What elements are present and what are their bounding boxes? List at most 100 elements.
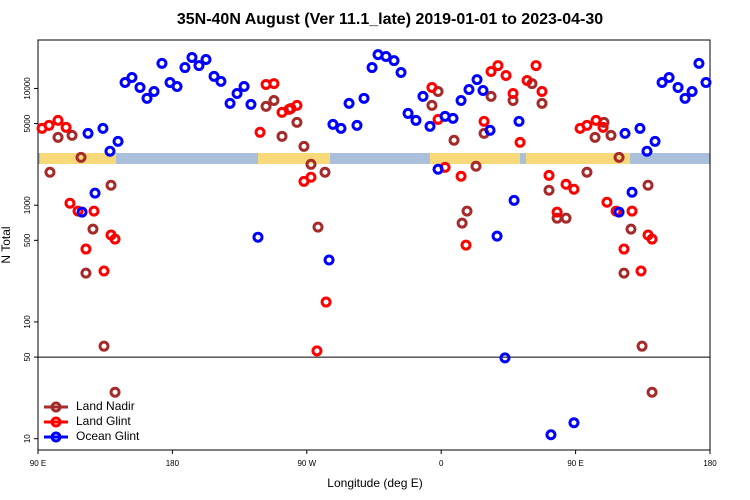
point <box>589 131 601 143</box>
y-tick-label: 100 <box>23 315 32 329</box>
point <box>513 115 525 127</box>
point <box>530 60 542 72</box>
point <box>104 145 116 157</box>
chart-title: 35N-40N August (Ver 11.1_late) 2019-01-0… <box>177 11 603 28</box>
point <box>536 85 548 97</box>
point <box>545 429 557 441</box>
point <box>200 53 212 65</box>
point <box>456 217 468 229</box>
point <box>311 345 323 357</box>
point <box>543 184 555 196</box>
point <box>417 90 429 102</box>
point <box>351 119 363 131</box>
point <box>491 230 503 242</box>
point <box>358 92 370 104</box>
x-axis-label: Longitude (deg E) <box>327 476 422 490</box>
point <box>252 231 264 243</box>
point <box>276 130 288 142</box>
point <box>432 163 444 175</box>
point <box>426 99 438 111</box>
point <box>471 74 483 86</box>
point <box>568 183 580 195</box>
point <box>484 124 496 136</box>
y-tick-label: 50 <box>23 352 32 361</box>
point <box>105 179 117 191</box>
point <box>305 158 317 170</box>
point <box>605 129 617 141</box>
point <box>126 72 138 84</box>
point <box>656 76 668 88</box>
point <box>641 145 653 157</box>
point <box>581 119 593 131</box>
point <box>686 85 698 97</box>
x-tick-label: 0 <box>439 459 444 468</box>
coverage-band <box>38 153 710 164</box>
point <box>507 87 519 99</box>
point <box>618 243 630 255</box>
point <box>366 62 378 74</box>
point <box>224 97 236 109</box>
legend-label: Ocean Glint <box>76 429 140 443</box>
point <box>380 50 392 62</box>
point <box>642 179 654 191</box>
point <box>134 81 146 93</box>
point <box>335 122 347 134</box>
point <box>97 122 109 134</box>
point <box>455 94 467 106</box>
point <box>447 112 459 124</box>
x-tick-label: 180 <box>166 459 180 468</box>
point <box>98 340 110 352</box>
point <box>112 135 124 147</box>
point <box>312 221 324 233</box>
point <box>649 135 661 147</box>
point <box>80 243 92 255</box>
point <box>260 100 272 112</box>
point <box>64 197 76 209</box>
point <box>619 127 631 139</box>
x-tick-label: 90 E <box>30 459 46 468</box>
point <box>463 83 475 95</box>
point <box>208 70 220 82</box>
point <box>448 134 460 146</box>
point <box>171 80 183 92</box>
point <box>613 206 625 218</box>
point <box>499 352 511 364</box>
y-tick-label: 10000 <box>23 77 32 100</box>
point <box>693 57 705 69</box>
point <box>581 166 593 178</box>
point <box>186 52 198 64</box>
point <box>560 178 572 190</box>
point <box>75 151 87 163</box>
point <box>44 166 56 178</box>
point <box>43 119 55 131</box>
point <box>635 265 647 277</box>
point <box>388 55 400 67</box>
point <box>89 187 101 199</box>
point <box>402 107 414 119</box>
point <box>119 76 131 88</box>
point <box>245 98 257 110</box>
point <box>634 122 646 134</box>
point <box>626 205 638 217</box>
point <box>323 254 335 266</box>
point <box>268 78 280 90</box>
point <box>424 120 436 132</box>
x-tick-label: 90 E <box>567 459 583 468</box>
point <box>327 118 339 130</box>
point <box>66 129 78 141</box>
point <box>305 171 317 183</box>
point <box>568 417 580 429</box>
point <box>625 223 637 235</box>
legend-label: Land Nadir <box>76 399 135 413</box>
point <box>672 81 684 93</box>
point <box>478 115 490 127</box>
point <box>551 206 563 218</box>
point <box>283 103 295 115</box>
point <box>60 121 72 133</box>
point <box>410 114 422 126</box>
point <box>156 57 168 69</box>
y-tick-label: 5000 <box>23 114 32 132</box>
point <box>291 116 303 128</box>
point <box>52 131 64 143</box>
